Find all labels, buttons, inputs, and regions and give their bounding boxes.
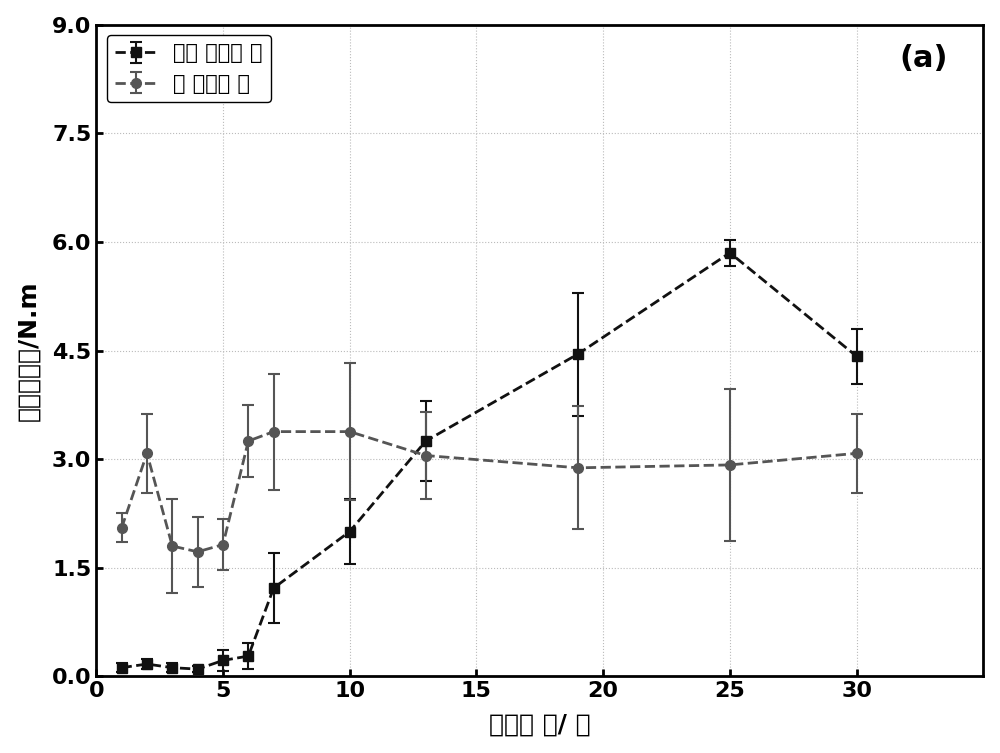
Text: (a): (a) — [899, 44, 948, 73]
Legend: 未包 覆密封 胶, 包 覆密封 胶: 未包 覆密封 胶, 包 覆密封 胶 — [107, 35, 271, 102]
X-axis label: 固化时 间/ 天: 固化时 间/ 天 — [489, 712, 591, 736]
Y-axis label: 平均破坏力/N.m: 平均破坏力/N.m — [17, 280, 41, 421]
